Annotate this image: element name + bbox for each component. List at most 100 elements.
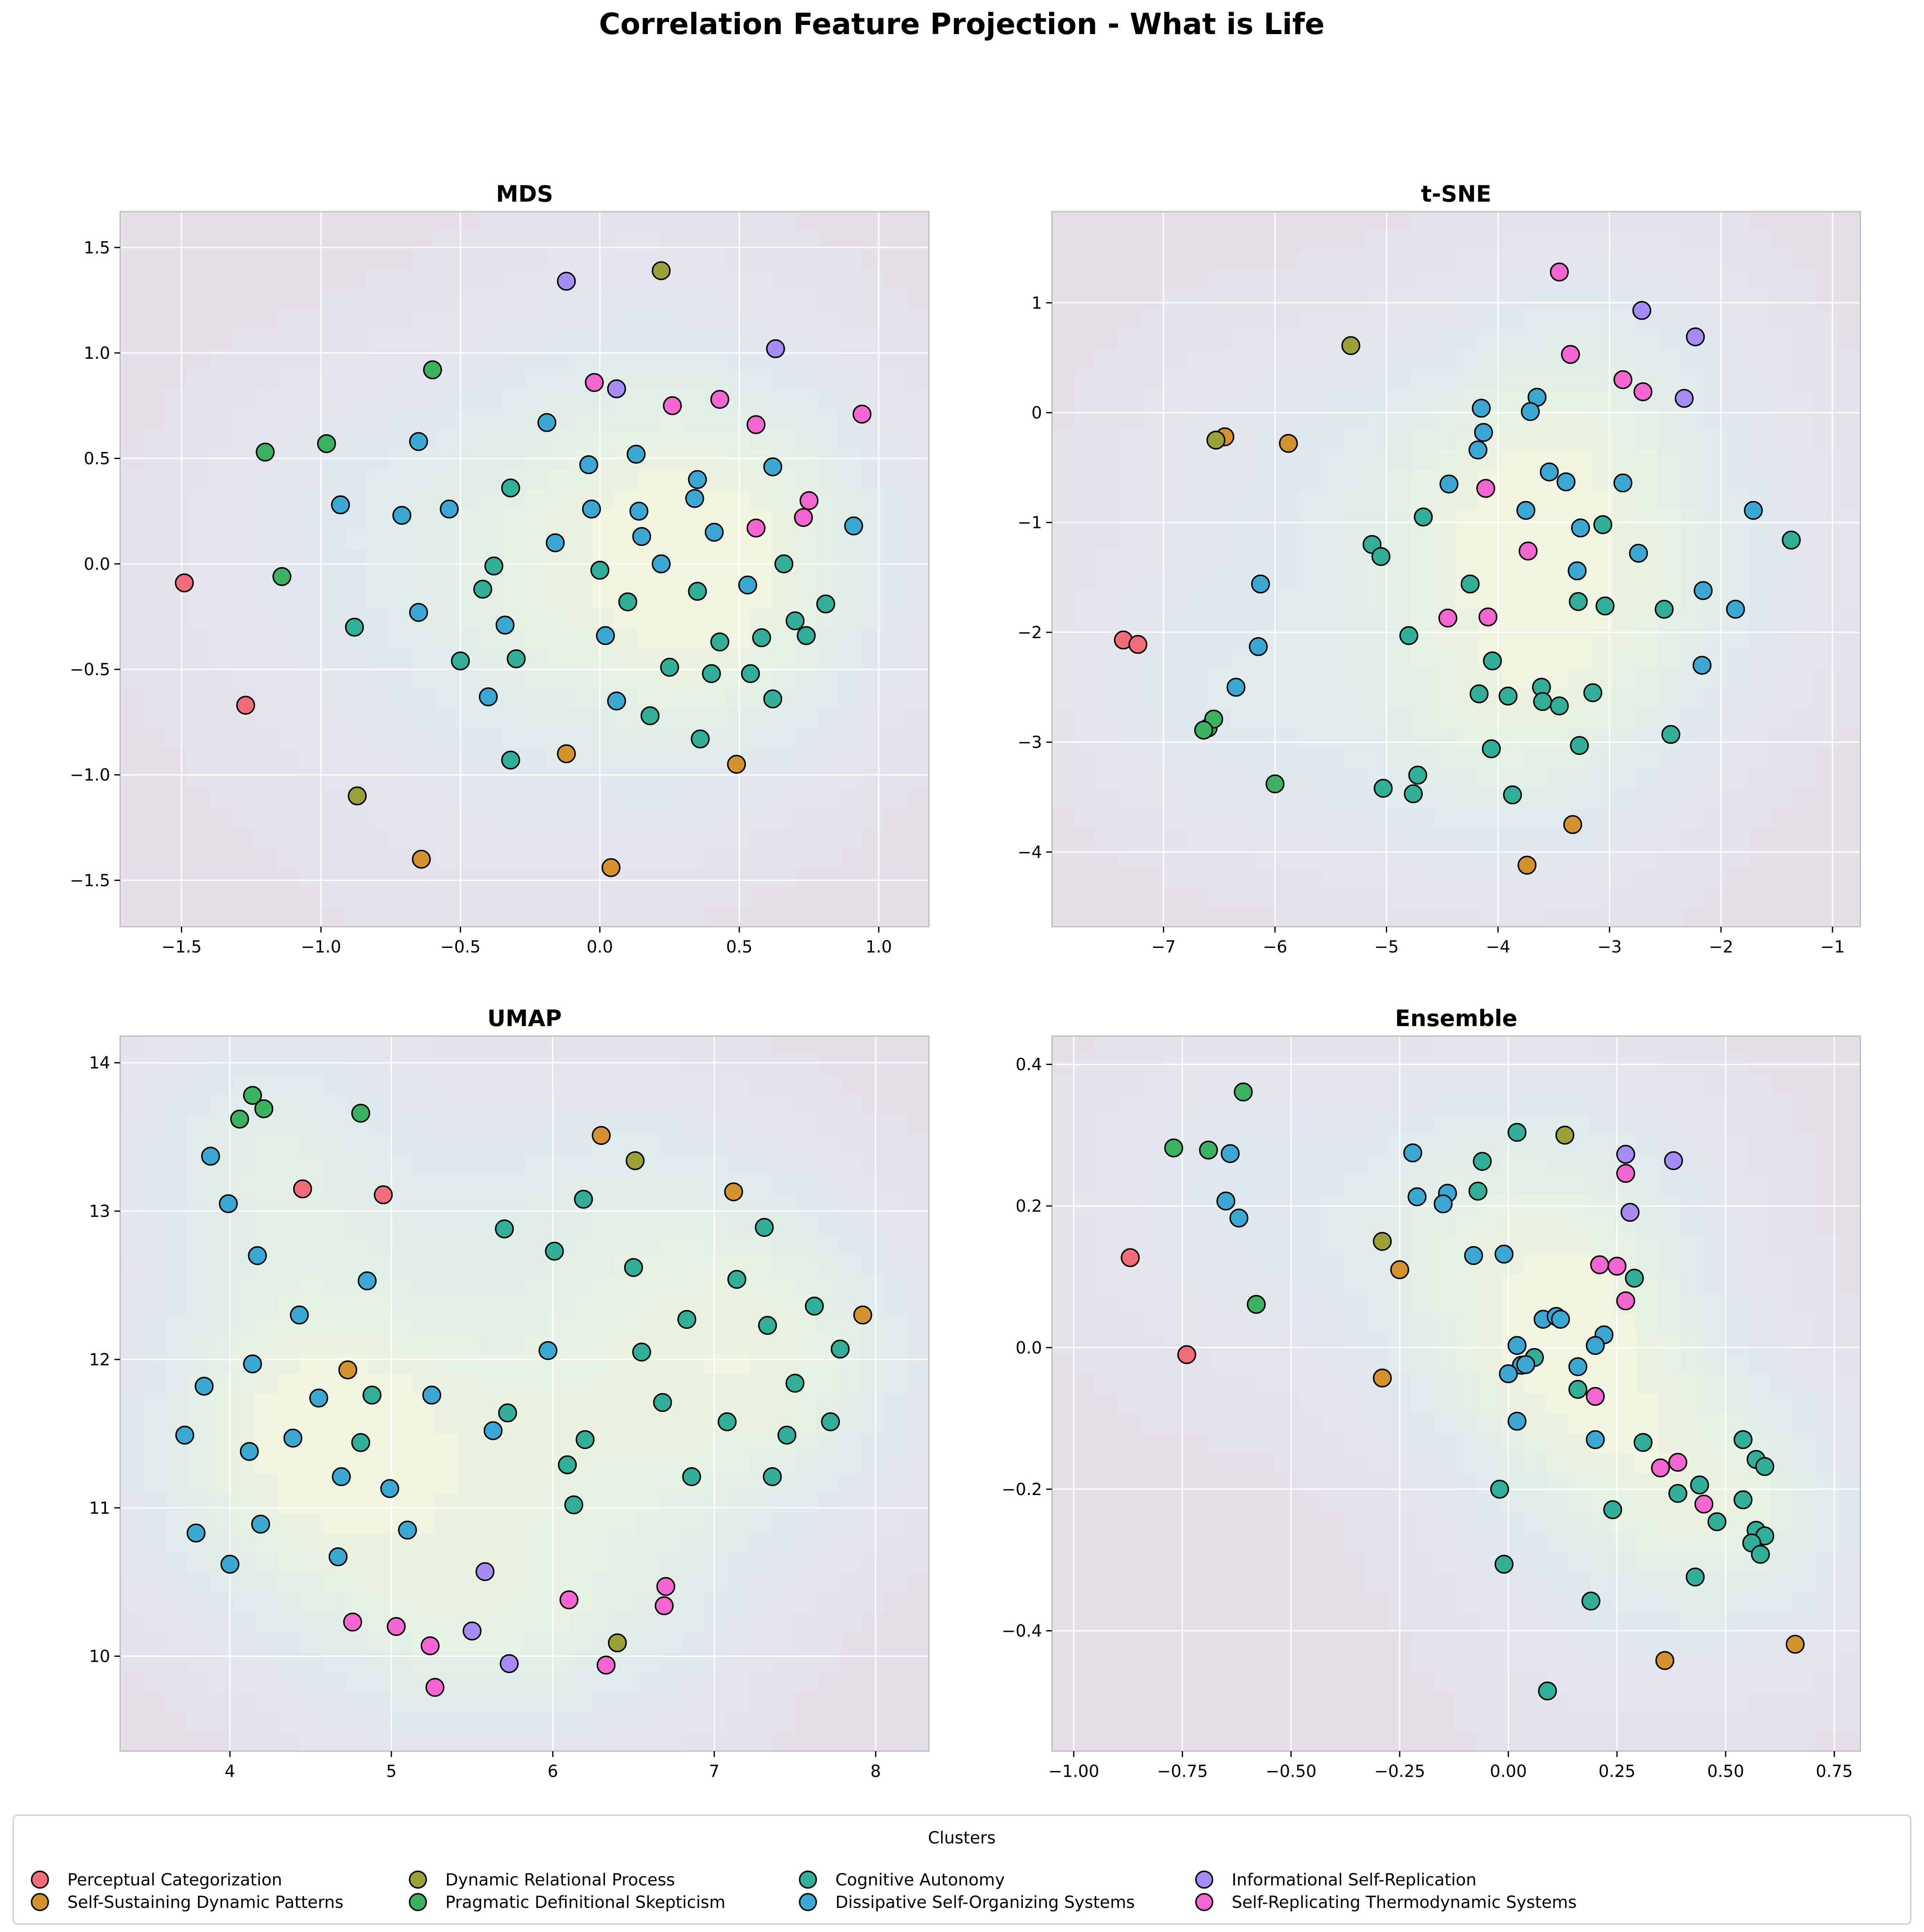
data-point bbox=[495, 1219, 514, 1239]
density-contours bbox=[1052, 212, 1860, 927]
data-point bbox=[685, 489, 704, 508]
data-point bbox=[590, 560, 610, 580]
legend-entry: Self-Replicating Thermodynamic Systems bbox=[1195, 1893, 1577, 1912]
data-point bbox=[607, 691, 626, 711]
y-tick-label: 1.5 bbox=[84, 238, 110, 257]
data-point bbox=[1439, 474, 1459, 493]
data-point bbox=[538, 1341, 558, 1360]
data-point bbox=[309, 1388, 328, 1408]
data-point bbox=[537, 413, 556, 432]
data-point bbox=[1571, 518, 1590, 538]
data-point bbox=[1507, 1336, 1527, 1355]
data-point bbox=[1568, 1357, 1588, 1377]
data-point bbox=[1655, 600, 1674, 619]
legend-label: Perceptual Categorization bbox=[67, 1870, 282, 1890]
data-point bbox=[501, 478, 520, 498]
panel-ensemble: −1.00 −0.75 −0.50 −0.25 0.00 0.25 0.50 0.75 −0.4… bbox=[1002, 1005, 1861, 1781]
y-tick-label: −4 bbox=[1018, 843, 1042, 862]
data-point bbox=[251, 1515, 270, 1534]
data-point bbox=[1234, 1082, 1253, 1102]
data-point bbox=[688, 470, 707, 489]
data-point bbox=[1482, 739, 1501, 758]
data-point bbox=[763, 457, 783, 476]
data-point bbox=[558, 1455, 577, 1475]
x-tick-label: −4 bbox=[1486, 938, 1510, 957]
x-tick-label: 0.75 bbox=[1816, 1762, 1853, 1781]
data-point bbox=[1206, 430, 1225, 450]
panel-title: t-SNE bbox=[1421, 181, 1491, 207]
data-point bbox=[1470, 684, 1489, 703]
data-point bbox=[816, 594, 835, 614]
x-tick-label: 4 bbox=[225, 1762, 235, 1781]
legend-label: Pragmatic Definitional Skepticism bbox=[445, 1893, 726, 1912]
data-point bbox=[574, 1189, 593, 1209]
panel-title: UMAP bbox=[487, 1005, 562, 1031]
y-tick-label: −2 bbox=[1018, 623, 1042, 642]
data-point bbox=[1734, 1490, 1753, 1510]
data-point bbox=[1472, 399, 1491, 418]
legend-title: Clusters bbox=[928, 1828, 996, 1848]
data-point bbox=[351, 1103, 370, 1123]
y-tick-label: 10 bbox=[89, 1647, 110, 1666]
data-point bbox=[220, 1554, 240, 1574]
data-point bbox=[398, 1520, 417, 1540]
data-point bbox=[1581, 1591, 1600, 1611]
data-point bbox=[1568, 592, 1588, 611]
data-point bbox=[1373, 1368, 1392, 1388]
data-point bbox=[763, 1467, 782, 1486]
data-point bbox=[653, 1393, 672, 1412]
data-point bbox=[632, 1342, 651, 1362]
legend-label: Informational Self-Replication bbox=[1232, 1870, 1477, 1890]
data-point bbox=[738, 575, 757, 595]
data-point bbox=[1468, 440, 1488, 460]
data-point bbox=[1408, 1187, 1427, 1207]
data-point bbox=[1668, 1484, 1687, 1503]
data-point bbox=[201, 1147, 220, 1166]
data-point bbox=[495, 615, 515, 635]
data-point bbox=[1632, 301, 1652, 320]
data-point bbox=[1655, 1651, 1675, 1670]
data-point bbox=[1551, 1310, 1570, 1329]
data-point bbox=[1586, 1387, 1605, 1406]
data-point bbox=[1468, 1182, 1488, 1201]
data-point bbox=[195, 1377, 214, 1396]
data-point bbox=[853, 1305, 872, 1325]
data-point bbox=[1533, 692, 1552, 711]
data-point bbox=[501, 750, 520, 770]
data-point bbox=[240, 1442, 259, 1461]
points bbox=[175, 1086, 872, 1697]
data-point bbox=[362, 1385, 382, 1405]
data-point bbox=[564, 1495, 583, 1515]
data-point bbox=[343, 1612, 362, 1632]
data-point bbox=[546, 533, 565, 553]
data-point bbox=[1249, 637, 1268, 656]
data-point bbox=[1586, 1430, 1605, 1449]
data-point bbox=[1478, 607, 1498, 627]
data-point bbox=[1568, 561, 1587, 580]
data-point bbox=[186, 1523, 206, 1543]
data-point bbox=[236, 696, 255, 715]
x-tick-label: 0.00 bbox=[1490, 1762, 1527, 1781]
data-point bbox=[1433, 1194, 1453, 1214]
data-point bbox=[328, 1547, 348, 1567]
data-point bbox=[1403, 1143, 1423, 1162]
panel-title: Ensemble bbox=[1395, 1005, 1517, 1031]
data-point bbox=[691, 729, 710, 749]
data-point bbox=[1570, 736, 1589, 755]
data-point bbox=[1128, 635, 1148, 654]
x-tick-label: −0.25 bbox=[1374, 1762, 1425, 1781]
data-point bbox=[272, 567, 291, 586]
data-point bbox=[596, 626, 615, 645]
data-point bbox=[1633, 382, 1652, 402]
data-point bbox=[254, 1099, 274, 1118]
legend-marker bbox=[409, 1893, 427, 1911]
panel-umap: 4 5 6 7 8 10 11 12 13 14 UMAP bbox=[89, 1005, 930, 1781]
data-point bbox=[1616, 1291, 1635, 1310]
data-point bbox=[506, 649, 526, 669]
data-point bbox=[1216, 1192, 1235, 1211]
y-tick-label: 0.4 bbox=[1015, 1055, 1042, 1074]
data-point bbox=[358, 1271, 377, 1290]
data-point bbox=[1265, 774, 1285, 794]
data-point bbox=[338, 1360, 358, 1379]
x-tick-label: −0.5 bbox=[440, 938, 481, 957]
